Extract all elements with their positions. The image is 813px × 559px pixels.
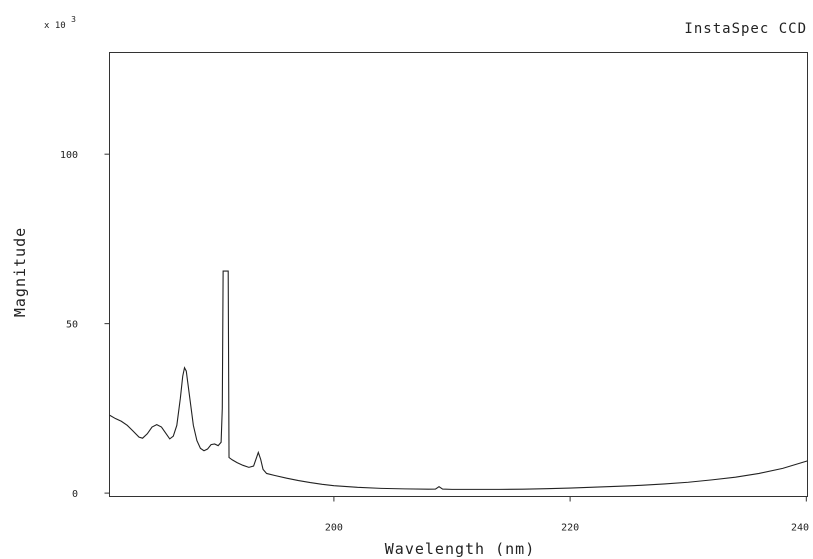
x-tick-label: 240 <box>791 523 809 534</box>
plot-frame <box>109 52 808 497</box>
chart-title: InstaSpec CCD <box>684 21 807 37</box>
series-line <box>109 270 808 490</box>
y-multiplier-base: x 10 <box>44 21 66 31</box>
x-axis-title: Wavelength (nm) <box>385 540 535 558</box>
y-tick-label: 50 <box>66 320 78 331</box>
y-multiplier-label: x 10 3 <box>44 15 76 31</box>
y-tick-label: 100 <box>60 150 78 161</box>
x-axis-ticks: 200 220 240 <box>325 496 809 534</box>
y-multiplier-exponent: 3 <box>71 15 76 24</box>
y-axis-ticks: 0 50 100 <box>60 150 110 500</box>
x-tick-label: 200 <box>325 523 343 534</box>
y-tick-label: 0 <box>72 489 78 500</box>
x-tick-label: 220 <box>561 523 579 534</box>
y-axis-title: Magnitude <box>11 227 29 317</box>
